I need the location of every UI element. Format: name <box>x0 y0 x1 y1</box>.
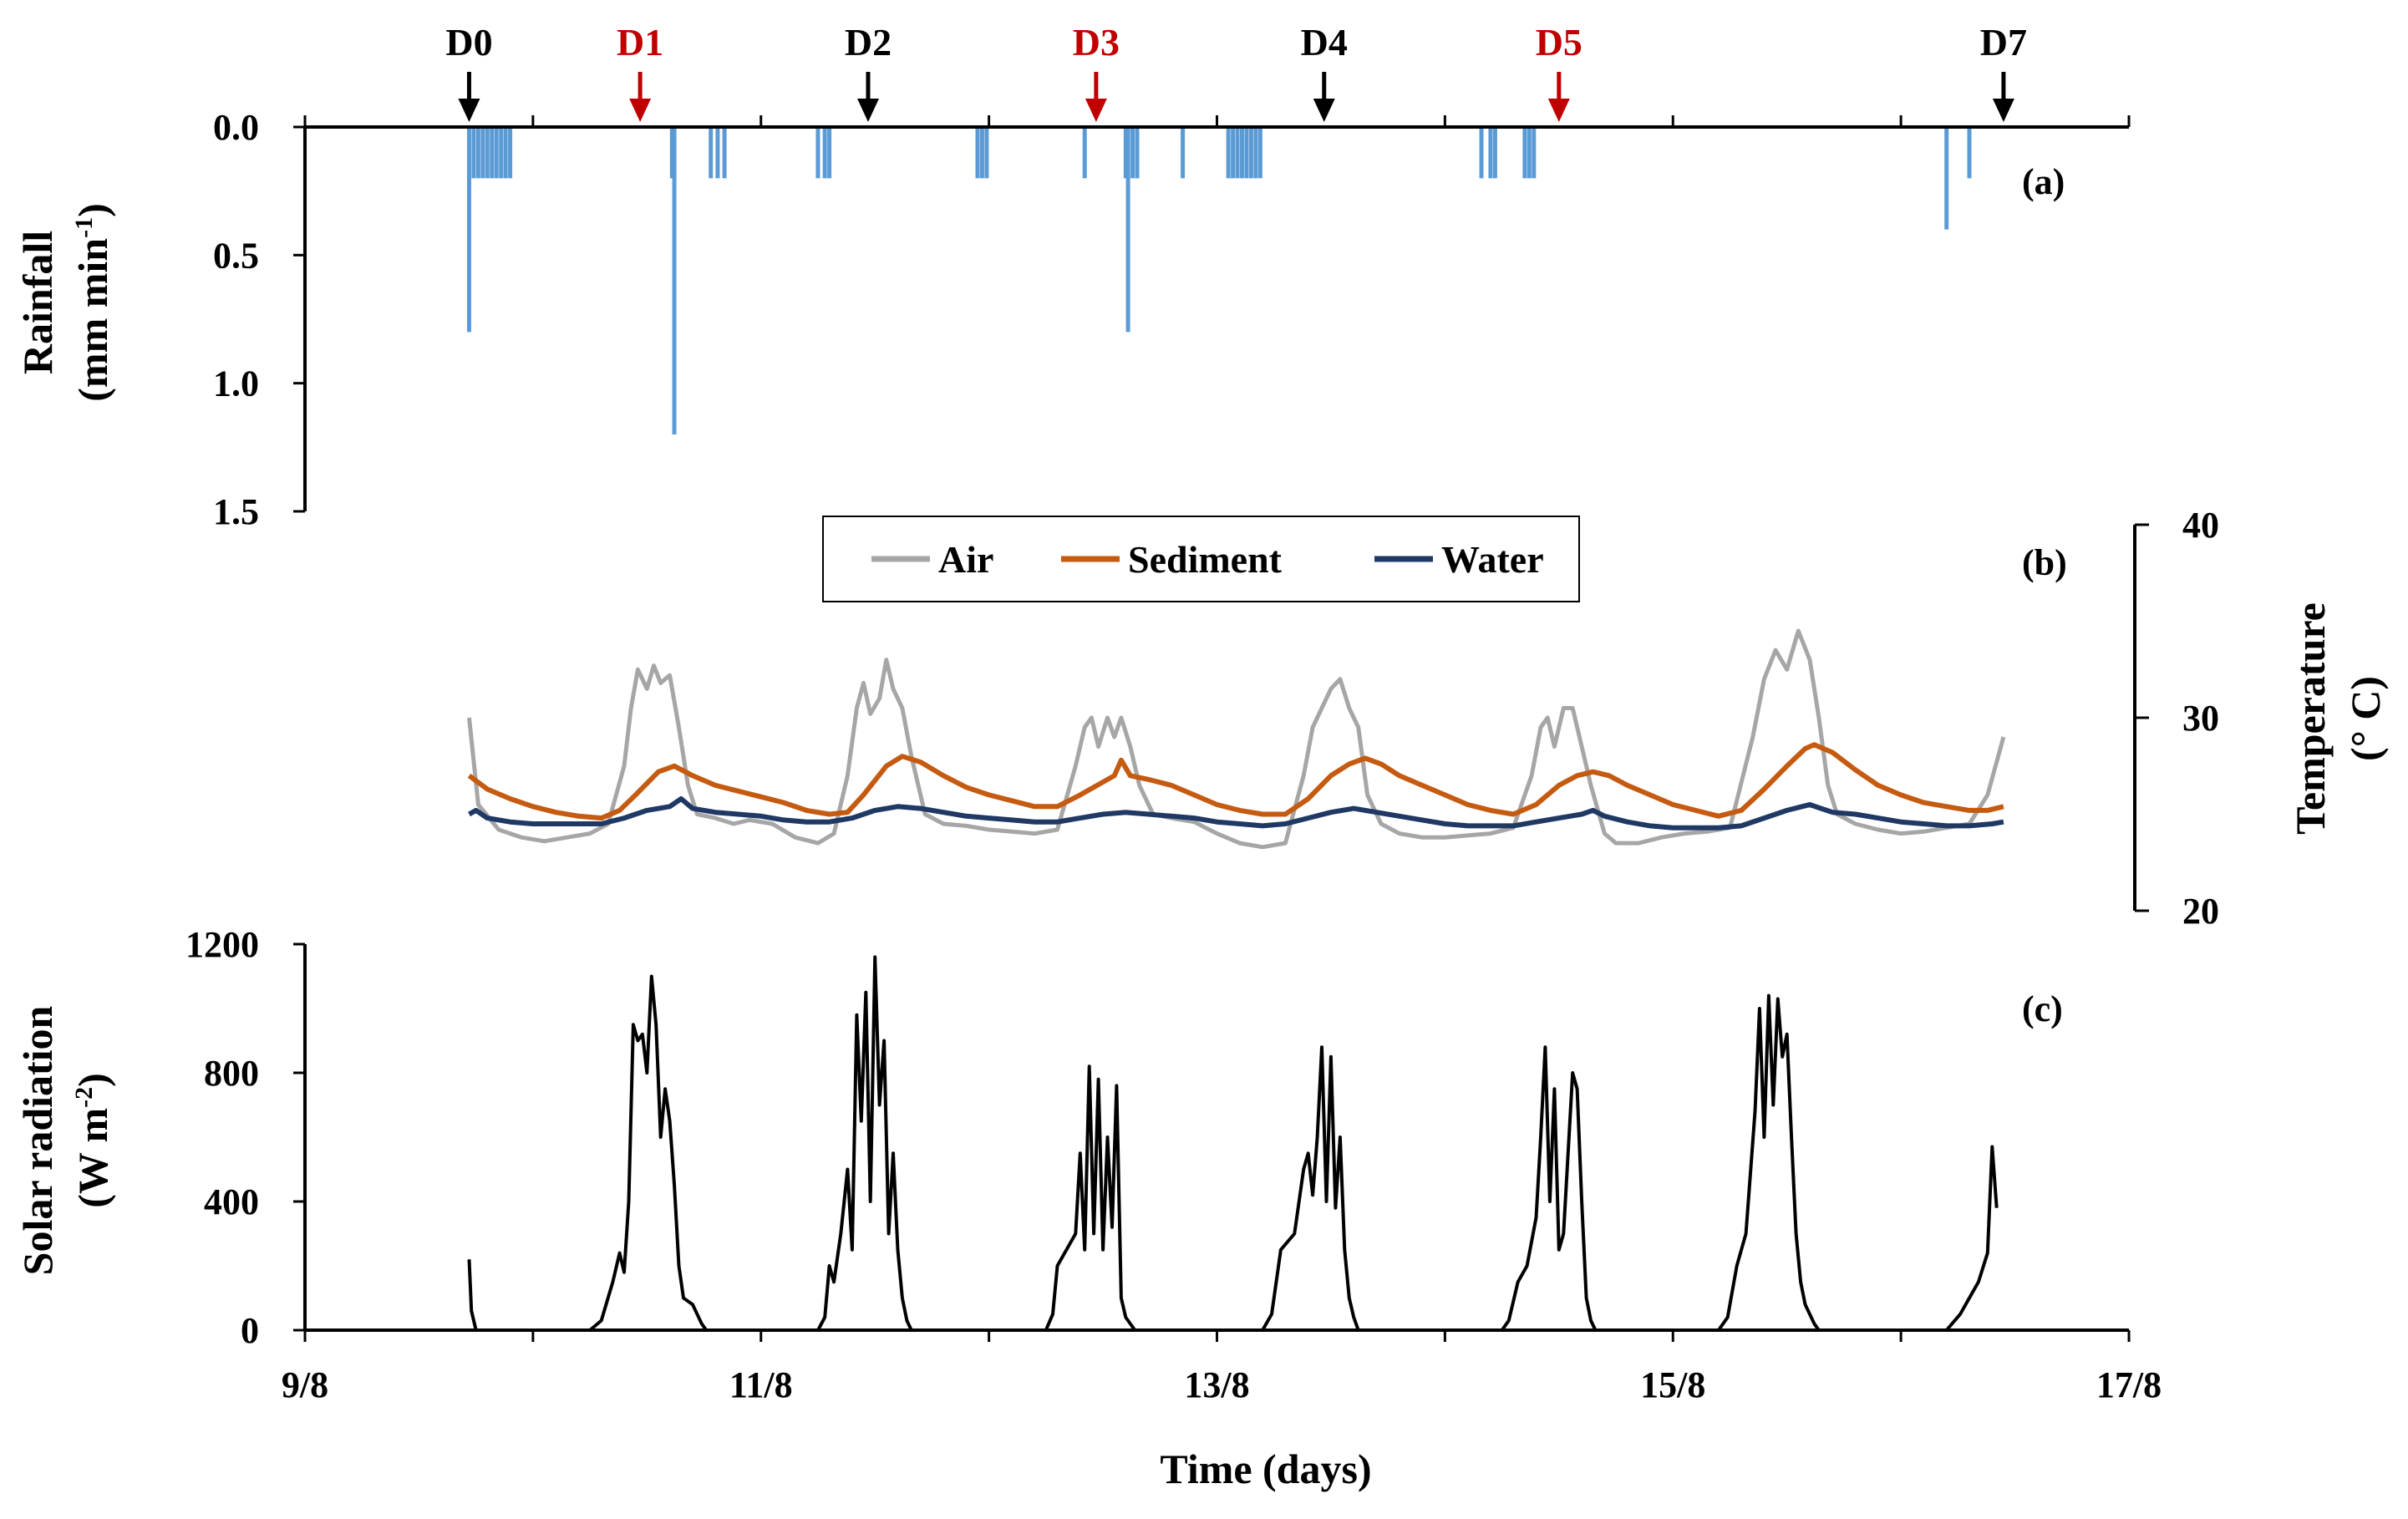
marker-arrow-head <box>1547 99 1570 122</box>
solar-y-tick-label: 400 <box>204 1181 259 1222</box>
legend-label-air: Air <box>938 538 993 581</box>
marker-label-d4: D4 <box>1301 21 1348 64</box>
rainfall-axis-unit: (mm min-1) <box>69 203 116 401</box>
marker-arrow-head <box>629 99 652 122</box>
rainfall-x-ticks <box>303 115 2131 127</box>
temperature-series-water <box>468 796 2004 831</box>
time-x-ticks: 9/8 11/8 13/8 15/8 17/8 <box>282 1330 2162 1405</box>
rainfall-y-ticks: 0.0 0.5 1.0 1.5 <box>213 107 305 532</box>
marker-label-d1: D1 <box>617 21 663 64</box>
rainfall-panel: 0.0 0.5 1.0 1.5 D0 D1 D2 D3 D4 D5 D7 Rainfall (mm… <box>14 21 2131 532</box>
rainfall-y-tick-label: 0.0 <box>213 107 259 148</box>
legend-label-sediment: Sediment <box>1128 538 1283 581</box>
solar-y-ticks: 0 400 800 1200 <box>185 924 305 1351</box>
rainfall-bars <box>466 127 1972 434</box>
time-x-tick-label: 9/8 <box>282 1364 328 1405</box>
panel-label-b: (b) <box>2022 542 2067 583</box>
panel-label-a: (a) <box>2022 161 2065 202</box>
sampling-markers: D0 D1 D2 D3 D4 D5 D7 <box>445 21 2027 122</box>
solar-radiation-line <box>467 955 1999 1332</box>
solar-axis-unit: (W m-2) <box>69 1073 116 1208</box>
temperature-y-tick-label: 30 <box>2182 698 2219 739</box>
time-x-tick-label: 13/8 <box>1184 1364 1249 1405</box>
temperature-series-sediment <box>467 742 2004 821</box>
temperature-y-tick-label: 20 <box>2182 891 2219 932</box>
solar-radiation-series <box>467 955 1999 1332</box>
legend-box <box>822 516 1580 602</box>
temperature-y-tick-label: 40 <box>2182 505 2219 546</box>
solar-radiation-panel: 9/8 11/8 13/8 15/8 17/8 0 400 800 1200 Solar ra… <box>14 924 2162 1492</box>
rainfall-axis-title: Rainfall <box>14 231 61 374</box>
temperature-y-ticks: 20 30 40 <box>2135 505 2219 932</box>
solar-axis-title: Solar radiation <box>14 1005 61 1275</box>
solar-y-tick-label: 800 <box>204 1053 259 1094</box>
time-x-tick-label: 17/8 <box>2096 1364 2162 1405</box>
solar-y-tick-label: 1200 <box>185 924 259 965</box>
temperature-panel: 20 30 40 Temperature (° C) (b) Air Sedimen… <box>467 505 2389 932</box>
marker-label-d7: D7 <box>1980 21 2027 64</box>
marker-label-d5: D5 <box>1536 21 1582 64</box>
marker-label-d2: D2 <box>845 21 892 64</box>
temperature-axis-unit: (° C) <box>2342 676 2389 761</box>
legend: Air Sediment Water <box>822 516 1580 602</box>
marker-arrow-head <box>1992 99 2014 122</box>
temperature-lines <box>467 628 2006 850</box>
rainfall-y-tick-label: 0.5 <box>213 235 259 276</box>
time-x-tick-label: 15/8 <box>1640 1364 1705 1405</box>
time-axis-title: Time (days) <box>1160 1445 1371 1492</box>
rainfall-y-tick-label: 1.5 <box>213 491 259 532</box>
marker-label-d3: D3 <box>1073 21 1120 64</box>
marker-arrow-head <box>1313 99 1335 122</box>
solar-y-tick-label: 0 <box>241 1310 259 1351</box>
rainfall-y-tick-label: 1.0 <box>213 363 259 404</box>
marker-label-d0: D0 <box>445 21 492 64</box>
temperature-axis-title: Temperature <box>2287 602 2334 835</box>
marker-arrow-head <box>857 99 880 122</box>
legend-label-water: Water <box>1441 538 1544 581</box>
panel-label-c: (c) <box>2022 988 2063 1029</box>
marker-arrow-head <box>458 99 480 122</box>
time-x-tick-label: 11/8 <box>729 1364 793 1405</box>
marker-arrow-head <box>1085 99 1107 122</box>
